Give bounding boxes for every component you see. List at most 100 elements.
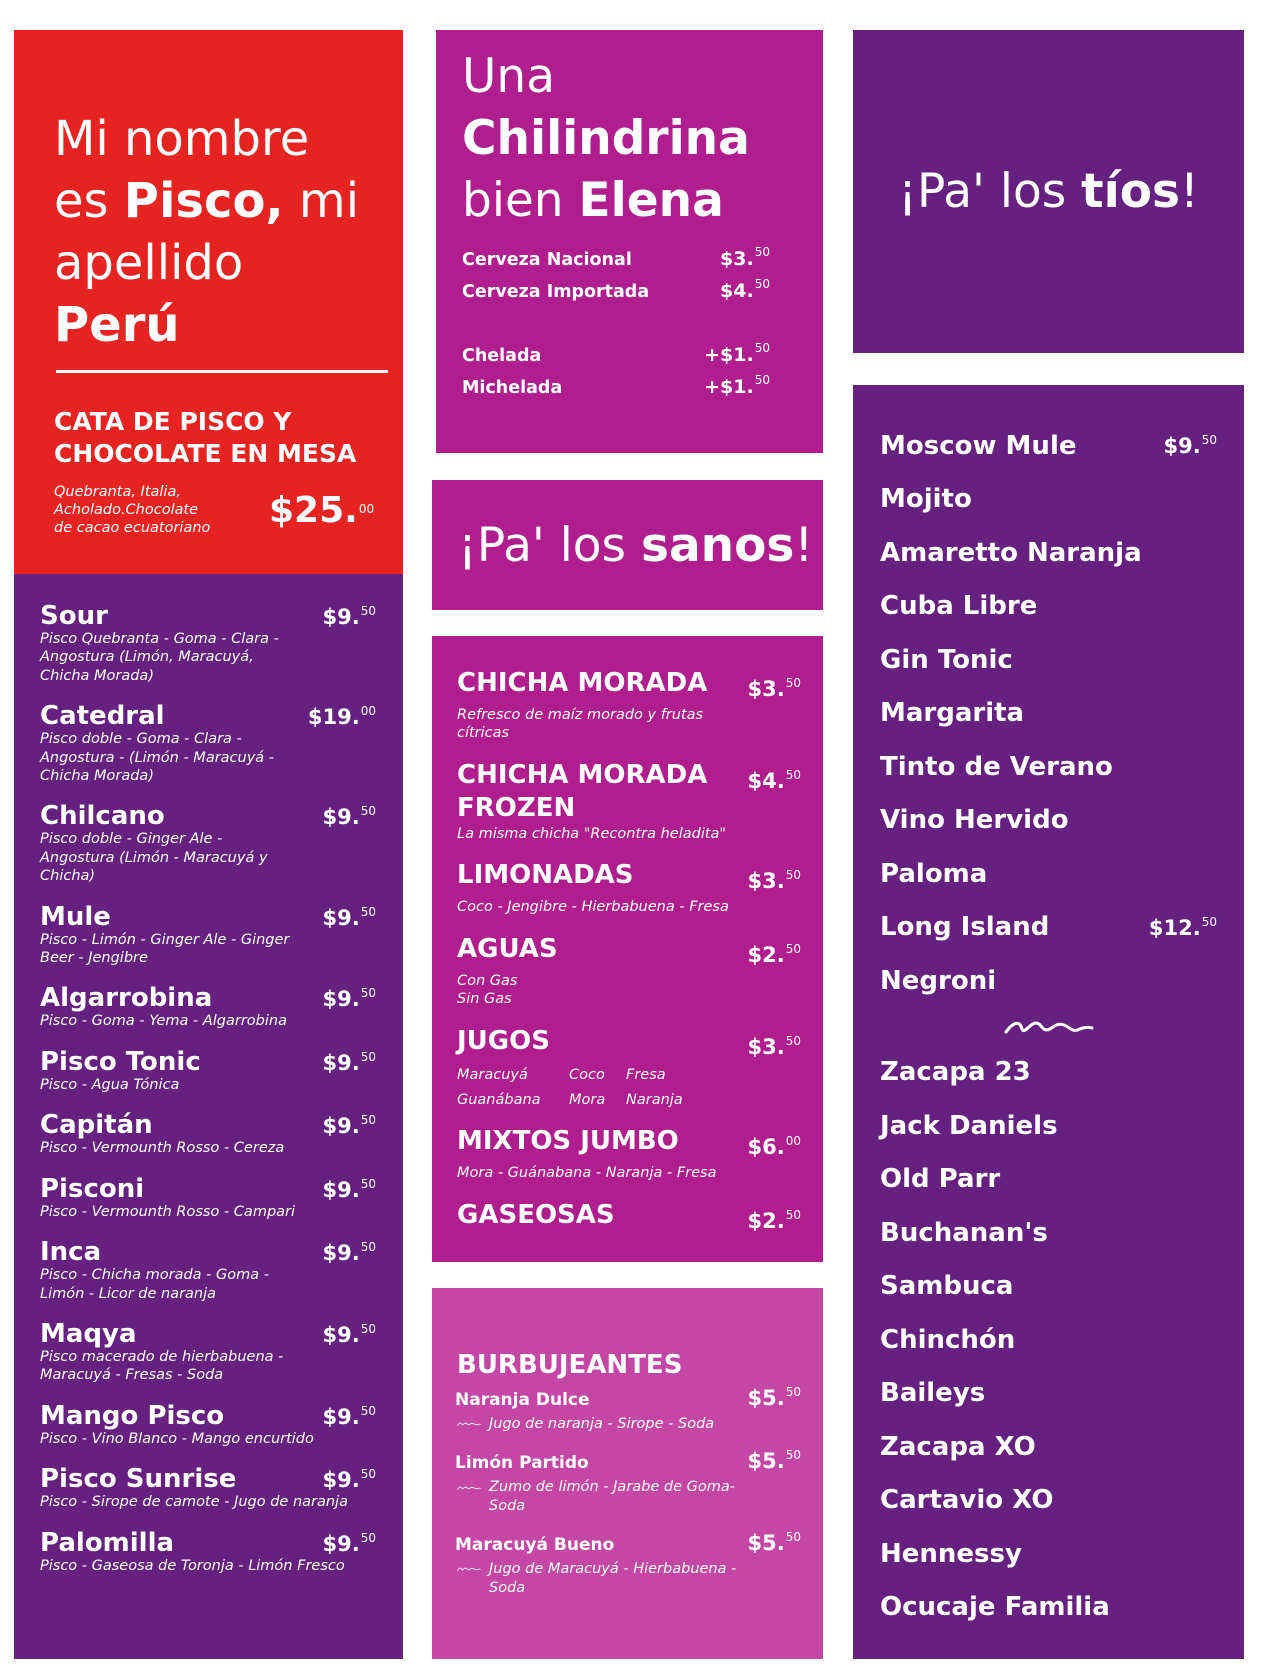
menu-item: Maqya $9.50 Pisco macerado de hierbabuena …: [40, 1320, 376, 1385]
price: +$1.50: [704, 341, 770, 366]
item-desc-line: Zumo de limón - Jarabe de Goma-: [455, 1478, 801, 1496]
item-row: GASEOSAS $2.50: [457, 1199, 801, 1238]
price: $9.50: [323, 1531, 376, 1556]
price: $6.00: [748, 1125, 801, 1164]
price-main: $3.: [747, 1034, 785, 1059]
heading-segment: ¡Pa' los: [898, 164, 1082, 219]
drink-row: Negroni: [880, 954, 1217, 1008]
item-row: Catedral $19.00: [40, 702, 376, 730]
price-main: $2.: [747, 942, 785, 967]
price-cents: 50: [360, 604, 376, 618]
item-desc: Chicha Morada): [40, 667, 154, 684]
item-row: Mango Pisco $9.50: [40, 1402, 376, 1430]
item-desc: Pisco - Sirope de camote - Jugo de naran…: [40, 1494, 348, 1511]
grid-cell: Naranja: [626, 1092, 683, 1109]
item-name: Catedral: [40, 701, 165, 732]
price: $9.50: [323, 1322, 376, 1347]
price-main: $9.: [322, 1404, 360, 1429]
heading-segment: tíos: [1081, 164, 1180, 219]
heading-segment: bien: [462, 173, 579, 228]
menu-item: Naranja Dulce $5.50 Jugo de naranja - Siro…: [455, 1385, 801, 1433]
tios-panel: Moscow Mule $9.50 Mojito Amaretto Naranja Cu…: [853, 385, 1244, 1659]
beer-row: Michelada +$1.50: [462, 372, 770, 404]
price-main: $5.: [747, 1531, 785, 1556]
item-name: Tinto de Verano: [880, 751, 1113, 782]
drink-row: Zacapa 23: [880, 1046, 1217, 1100]
item-desc: Pisco doble - Ginger Ale -: [40, 831, 223, 848]
item-name: Algarrobina: [40, 983, 213, 1014]
item-desc: Refresco de maíz morado y frutas: [457, 707, 704, 723]
item-name: Old Parr: [880, 1164, 1001, 1195]
item-desc: Pisco macerado de hierbabuena -: [40, 1348, 284, 1365]
price: $12.50: [1149, 915, 1217, 940]
tasting-desc-line: Acholado.Chocolate: [54, 502, 199, 518]
price-cents: 50: [360, 904, 376, 919]
menu-item: Maracuyá Bueno $5.50 Jugo de Maracuyá - Hi…: [455, 1530, 801, 1597]
item-name: Ocucaje Familia: [880, 1592, 1110, 1623]
price-cents: 50: [785, 1033, 801, 1048]
menu-item: Palomilla $9.50 Pisco - Gaseosa de Toronja…: [40, 1529, 376, 1575]
heading-segment: Perú: [54, 297, 180, 353]
menu-item: Pisco Tonic $9.50 Pisco - Agua Tónica: [40, 1048, 376, 1094]
item-name: Baileys: [880, 1378, 986, 1409]
item-desc: Pisco - Vermounth Rosso - Cereza: [40, 1140, 285, 1157]
item-name: Maqya: [40, 1318, 137, 1349]
menu-item: Pisconi $9.50 Pisco - Vermounth Rosso - Ca…: [40, 1175, 376, 1221]
item-name: Limón Partido: [455, 1453, 589, 1474]
price-main: $9.: [322, 1322, 360, 1347]
item-name: AGUAS: [457, 933, 558, 964]
price: $9.50: [1164, 433, 1217, 458]
pisco-header-panel: Mi nombre es Pisco, mi apellido Perú CATA DE…: [14, 30, 403, 574]
menu-item: Catedral $19.00 Pisco doble - Goma - Clara…: [40, 702, 376, 785]
price: $2.50: [748, 933, 801, 972]
item-row: Limón Partido $5.50: [455, 1448, 801, 1478]
item-desc: Mora - Guánabana - Naranja - Fresa: [457, 1165, 717, 1182]
heading-line: apellido: [54, 232, 403, 294]
item-name: Mule: [40, 901, 111, 932]
item-name: Pisconi: [40, 1173, 145, 1204]
price: $4.50: [748, 759, 801, 798]
heading-line: bien Elena: [462, 170, 770, 232]
drink-row: Cuba Libre: [880, 580, 1217, 634]
item-name: Maracuyá Bueno: [455, 1535, 615, 1556]
heading-segment: Pisco,: [123, 173, 284, 229]
item-row: Maracuyá Bueno $5.50: [455, 1530, 801, 1560]
heading-segment: apellido: [54, 235, 244, 291]
item-desc: Pisco Quebranta - Goma - Clara -: [40, 631, 279, 647]
item-name: Pisco Tonic: [40, 1046, 201, 1077]
drink-row: Zacapa XO: [880, 1420, 1217, 1474]
price: $3.50: [748, 1025, 801, 1064]
item-name: Cuba Libre: [880, 591, 1038, 622]
item-name: Amaretto Naranja: [880, 537, 1142, 568]
menu-item: AGUAS $2.50 Con Gas Sin Gas: [457, 933, 801, 1009]
heading-segment: Mi nombre: [54, 111, 310, 167]
drink-row: Tinto de Verano: [880, 740, 1217, 794]
menu-item: Mule $9.50 Pisco - Limón - Ginger Ale - Gi…: [40, 903, 376, 968]
item-name: Pisco Sunrise: [40, 1464, 237, 1495]
tasting-name: CATA DE PISCO Y CHOCOLATE EN MESA: [54, 407, 357, 468]
tios-title-panel: ¡Pa' los tíos!: [853, 30, 1244, 353]
menu-item: Sour $9.50 Pisco Quebranta - Goma - Clara …: [40, 602, 376, 685]
heading-segment: !: [794, 517, 814, 573]
item-name: Paloma: [880, 858, 988, 889]
item-desc: Pisco - Gaseosa de Toronja - Limón Fresc…: [40, 1557, 345, 1574]
price-main: $9.: [322, 805, 360, 830]
price: $9.50: [323, 604, 376, 629]
drink-row: Chinchón: [880, 1313, 1217, 1367]
item-desc-line: Soda: [455, 1579, 801, 1597]
item-name: Zacapa XO: [880, 1431, 1036, 1462]
section-title: ¡Pa' los sanos!: [458, 518, 813, 573]
drink-row: Gin Tonic: [880, 633, 1217, 687]
price-cents: 50: [360, 804, 376, 819]
drink-row: Baileys: [880, 1367, 1217, 1421]
price-main: $3.: [747, 869, 785, 894]
price: $9.50: [323, 986, 376, 1011]
price-main: $9.: [322, 1241, 360, 1266]
price-main: $3.: [720, 248, 754, 270]
item-desc: cítricas: [457, 725, 510, 742]
menu-item: MIXTOS JUMBO $6.00 Mora - Guánabana - Nara…: [457, 1125, 801, 1182]
price: $9.50: [323, 1467, 376, 1492]
menu-item: JUGOS $3.50 Maracuyá Coco Fresa Guanábana Mora…: [457, 1025, 801, 1110]
price-cents: 50: [1201, 914, 1217, 929]
item-row: Naranja Dulce $5.50: [455, 1385, 801, 1415]
